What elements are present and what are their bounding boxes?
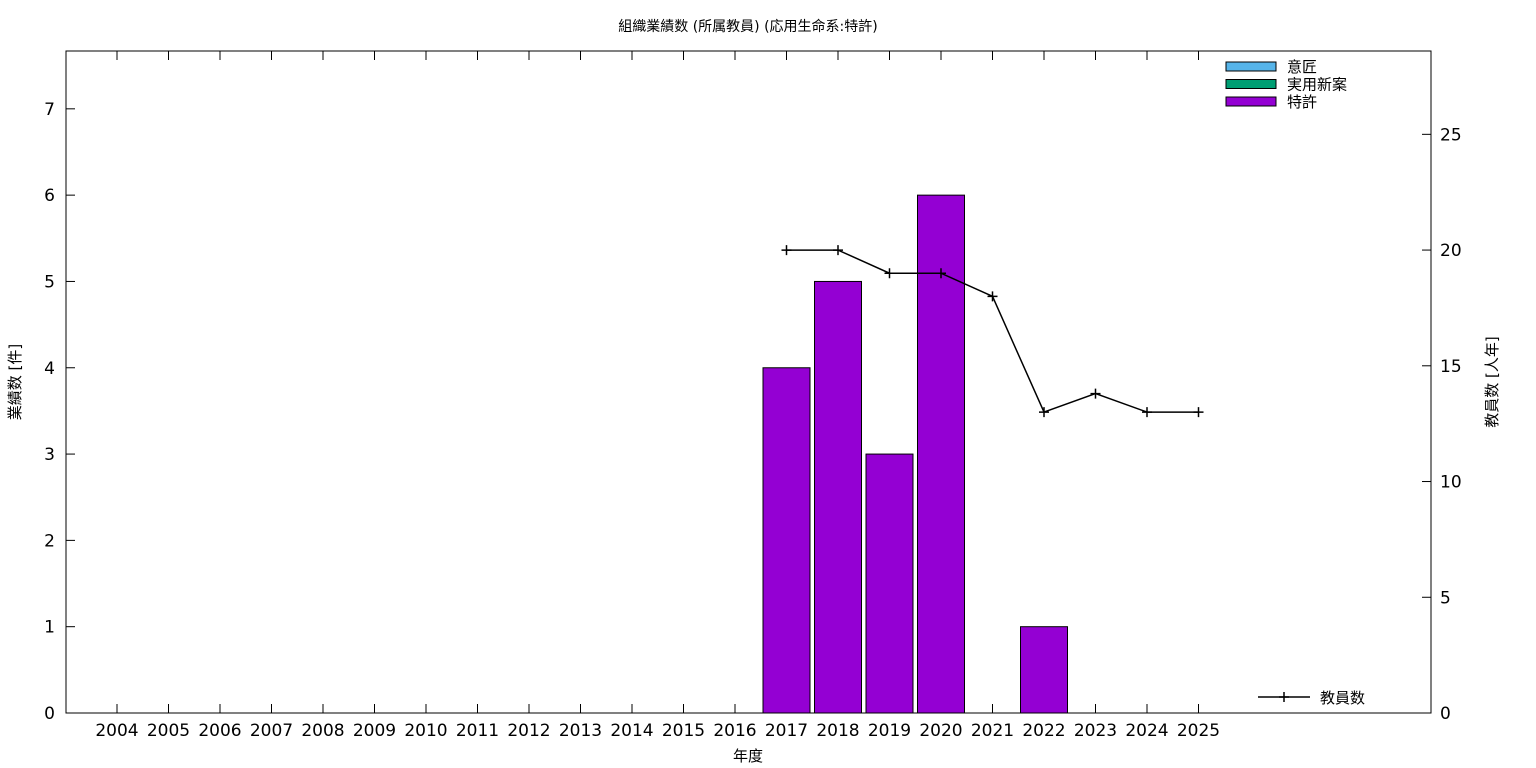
y-tick-label: 5 (44, 272, 55, 292)
y2-tick-label: 25 (1440, 125, 1462, 145)
x-tick-label: 2025 (1177, 721, 1220, 741)
legend-label: 実用新案 (1287, 76, 1347, 94)
line-point (1039, 407, 1049, 418)
y2-tick-label: 10 (1440, 473, 1462, 493)
legend-line-marker (1279, 692, 1289, 702)
y-tick-label: 1 (44, 618, 55, 638)
y2-tick-label: 15 (1440, 357, 1462, 377)
x-tick-label: 2005 (147, 721, 190, 741)
bar (1020, 626, 1068, 714)
y-tick-label: 2 (44, 531, 55, 551)
legend-swatch (1225, 96, 1277, 107)
line-point (781, 245, 792, 256)
x-tick-label: 2008 (301, 721, 344, 741)
legend-label: 意匠 (1287, 58, 1317, 76)
x-tick-label: 2015 (662, 721, 705, 741)
bar (814, 280, 862, 714)
plot-frame (65, 50, 1432, 714)
x-tick-label: 2011 (456, 721, 499, 741)
bar (917, 194, 965, 714)
x-tick-label: 2010 (404, 721, 447, 741)
x-tick-label: 2020 (919, 721, 962, 741)
line-point (936, 268, 946, 279)
x-axis-label: 年度 (733, 747, 763, 765)
y2-axis-label: 教員数 [人年] (1483, 336, 1501, 427)
x-tick-label: 2013 (559, 721, 602, 741)
y2-tick-label: 5 (1440, 588, 1451, 608)
x-tick-label: 2021 (971, 721, 1014, 741)
x-tick-label: 2007 (250, 721, 293, 741)
chart-title: 組織業績数 (所属教員) (応用生命系:特許) (618, 18, 877, 35)
legend-label: 特許 (1287, 93, 1317, 111)
y2-tick-label: 0 (1440, 704, 1451, 724)
legend-line-label: 教員数 (1320, 689, 1365, 707)
x-tick-label: 2006 (198, 721, 241, 741)
line-point (987, 291, 998, 302)
x-tick-label: 2014 (610, 721, 653, 741)
x-tick-label: 2023 (1074, 721, 1117, 741)
x-tick-label: 2019 (868, 721, 911, 741)
line-point (833, 245, 843, 256)
x-tick-label: 2016 (713, 721, 756, 741)
x-tick-label: 2024 (1125, 721, 1168, 741)
legend-swatch (1225, 61, 1277, 72)
line-point (1090, 388, 1101, 399)
legend-swatch (1225, 79, 1277, 89)
line-point (1142, 407, 1152, 418)
y-tick-label: 4 (44, 359, 55, 379)
x-tick-label: 2017 (765, 721, 808, 741)
x-tick-label: 2012 (507, 721, 550, 741)
x-tick-label: 2018 (816, 721, 859, 741)
x-tick-label: 2004 (95, 721, 138, 741)
y2-tick-label: 20 (1440, 241, 1462, 261)
line-point (1193, 407, 1204, 418)
y-tick-label: 3 (44, 445, 55, 465)
y-tick-label: 0 (44, 704, 55, 724)
x-tick-label: 2022 (1022, 721, 1065, 741)
bar (865, 453, 914, 714)
bar (762, 367, 811, 714)
y-tick-label: 7 (44, 100, 55, 120)
y-tick-label: 6 (44, 186, 55, 206)
y-axis-label: 業績数 [件] (6, 344, 24, 420)
x-tick-label: 2009 (353, 721, 396, 741)
line-point (884, 268, 895, 279)
